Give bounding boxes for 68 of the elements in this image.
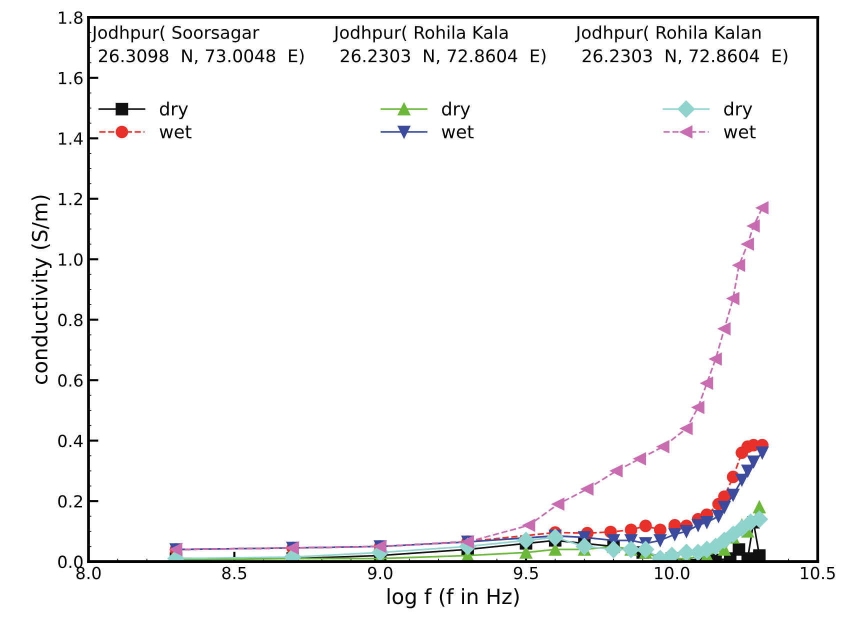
point <box>576 538 593 556</box>
point <box>733 520 750 537</box>
point <box>663 546 680 562</box>
point <box>680 422 693 435</box>
point <box>726 488 740 502</box>
point <box>610 464 623 478</box>
point <box>637 540 654 558</box>
point <box>747 220 760 232</box>
y-tick-label: 1.6 <box>58 72 83 84</box>
point <box>732 543 746 556</box>
point <box>700 376 714 390</box>
point <box>732 259 746 272</box>
point <box>546 528 564 546</box>
annotation: Jodhpur( Rohila Kala 26.2303 N, 72.8604 E) <box>333 26 546 64</box>
point <box>522 519 536 532</box>
x-axis-title: log f (f in Hz) <box>388 588 519 608</box>
x-tick-label: 10.0 <box>655 566 690 580</box>
x-tick-label: 8.5 <box>222 566 246 580</box>
legend-label: dry <box>442 102 470 120</box>
point <box>656 440 670 453</box>
point <box>718 500 731 514</box>
legend-label: wet <box>160 126 192 139</box>
point <box>692 401 704 414</box>
point <box>622 540 640 558</box>
point <box>726 292 740 305</box>
point <box>639 520 652 532</box>
y-tick-label: 1.4 <box>58 132 83 145</box>
annotation: Jodhpur( Soorsagar 26.3098 N, 73.0048 E) <box>91 26 304 64</box>
y-tick-label: 0.8 <box>58 314 83 326</box>
point <box>712 510 725 522</box>
point <box>654 534 666 547</box>
point <box>747 456 760 468</box>
point <box>718 322 731 336</box>
point <box>604 540 622 558</box>
y-axis-title: conductivity (S/m) <box>31 196 52 384</box>
y-tick-label: 0.4 <box>58 434 83 448</box>
x-tick-label: 9.0 <box>368 566 392 580</box>
legend-label: wet <box>442 126 474 139</box>
point <box>517 532 535 549</box>
point <box>753 549 766 562</box>
point <box>709 352 722 366</box>
point <box>741 464 754 478</box>
y-tick-label: 1.8 <box>58 11 83 24</box>
point <box>700 516 714 529</box>
point <box>753 500 766 514</box>
point <box>692 519 704 532</box>
x-tick-label: 9.5 <box>514 566 538 580</box>
point <box>736 474 748 486</box>
point <box>581 482 594 496</box>
legend-label: wet <box>724 126 756 139</box>
y-tick-label: 1.2 <box>58 192 82 206</box>
annotation: Jodhpur( Rohila Kalan 26.2303 N, 72.8604 E) <box>574 26 788 64</box>
y-tick-label: 0.2 <box>58 495 82 508</box>
point <box>634 452 646 466</box>
legend-label: dry <box>160 102 188 120</box>
x-tick-label: 8.0 <box>76 566 101 580</box>
point <box>756 202 769 214</box>
x-tick-label: 10.5 <box>800 566 835 580</box>
point <box>552 498 564 510</box>
legend-label: dry <box>724 102 752 120</box>
point <box>741 238 754 250</box>
point <box>520 546 532 559</box>
point <box>756 446 769 459</box>
y-tick-label: 0.0 <box>58 556 83 568</box>
y-tick-label: 0.6 <box>58 374 83 387</box>
point <box>668 528 682 541</box>
y-tick-label: 1.0 <box>58 253 83 266</box>
point <box>680 525 693 538</box>
